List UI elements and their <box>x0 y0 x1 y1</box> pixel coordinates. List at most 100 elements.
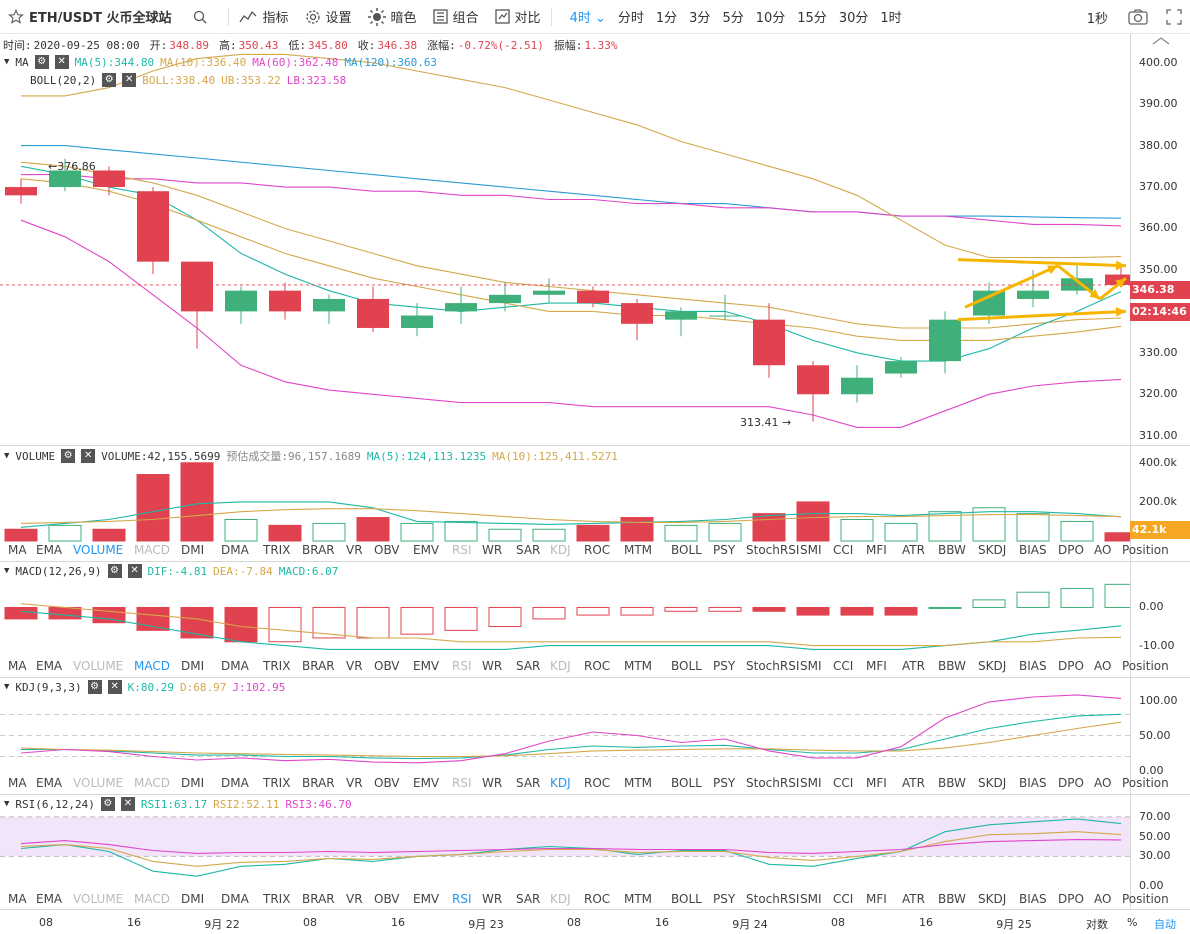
close-icon[interactable]: ✕ <box>127 564 142 578</box>
volume-axis[interactable]: 400.0k 200.0k <box>1130 446 1190 562</box>
tab-psy[interactable]: PSY <box>713 776 736 790</box>
interval-3[interactable]: 3分 <box>689 11 711 26</box>
tab-volume[interactable]: VOLUME <box>73 776 124 790</box>
tab-kdj[interactable]: KDJ <box>550 543 571 557</box>
tab-sar[interactable]: SAR <box>516 892 541 906</box>
tab-dma[interactable]: DMA <box>221 543 249 557</box>
tab-vr[interactable]: VR <box>346 543 363 557</box>
chevron-up-icon[interactable] <box>1151 36 1171 46</box>
tab-rsi[interactable]: RSI <box>452 659 472 673</box>
tab-mfi[interactable]: MFI <box>866 776 887 790</box>
tab-skdj[interactable]: SKDJ <box>978 659 1007 673</box>
tab-trix[interactable]: TRIX <box>263 659 291 673</box>
tab-ao[interactable]: AO <box>1094 776 1112 790</box>
tab-ao[interactable]: AO <box>1094 892 1112 906</box>
tab-dmi[interactable]: DMI <box>181 892 205 906</box>
tab-position[interactable]: Position <box>1122 776 1169 790</box>
price-axis[interactable]: 400.00390.00380.00370.00360.00350.00340.… <box>1130 34 1190 446</box>
compare-button[interactable]: 对比 <box>487 0 549 34</box>
close-icon[interactable]: ✕ <box>122 73 137 87</box>
tab-sar[interactable]: SAR <box>516 543 541 557</box>
tab-macd[interactable]: MACD <box>134 892 170 906</box>
tab-volume[interactable]: VOLUME <box>73 892 124 906</box>
volume-pane[interactable]: ▼ VOLUME ⚙ ✕ VOLUME:42,155.5699 预估成交量:96,… <box>0 446 1169 562</box>
tab-atr[interactable]: ATR <box>902 543 925 557</box>
collapse-icon[interactable]: ▼ <box>4 682 10 692</box>
tab-roc[interactable]: ROC <box>584 776 611 790</box>
tab-ema[interactable]: EMA <box>36 543 63 557</box>
tab-skdj[interactable]: SKDJ <box>978 892 1007 906</box>
refresh-interval[interactable]: 1秒 <box>1086 11 1108 27</box>
tab-smi[interactable]: SMI <box>800 776 822 790</box>
tab-roc[interactable]: ROC <box>584 659 611 673</box>
tab-dma[interactable]: DMA <box>221 659 249 673</box>
collapse-icon[interactable]: ▼ <box>4 57 10 67</box>
tab-ao[interactable]: AO <box>1094 543 1112 557</box>
tab-boll[interactable]: BOLL <box>671 659 702 673</box>
tab-cci[interactable]: CCI <box>833 543 854 557</box>
kdj-axis[interactable]: 100.00 50.00 0.00 <box>1130 678 1190 795</box>
tab-dpo[interactable]: DPO <box>1058 892 1084 906</box>
tab-stochrsi[interactable]: StochRSI <box>746 776 800 790</box>
close-icon[interactable]: ✕ <box>54 55 69 69</box>
star-icon[interactable] <box>8 8 24 25</box>
tab-boll[interactable]: BOLL <box>671 776 702 790</box>
tab-obv[interactable]: OBV <box>374 892 400 906</box>
tab-ema[interactable]: EMA <box>36 892 63 906</box>
gear-icon[interactable]: ⚙ <box>107 564 122 578</box>
interval-1[interactable]: 分时 <box>617 11 644 26</box>
interval-4[interactable]: 5分 <box>722 11 744 26</box>
rsi-pane[interactable]: ▼ RSI(6,12,24) ⚙ ✕ RSI1:63.17 RSI2:52.11 … <box>0 795 1169 910</box>
tab-volume[interactable]: VOLUME <box>73 659 124 673</box>
tab-bias[interactable]: BIAS <box>1019 543 1047 557</box>
tab-vr[interactable]: VR <box>346 776 363 790</box>
tab-smi[interactable]: SMI <box>800 892 822 906</box>
camera-icon[interactable] <box>1128 9 1148 25</box>
close-icon[interactable]: ✕ <box>120 797 135 811</box>
tab-ema[interactable]: EMA <box>36 659 63 673</box>
tab-mtm[interactable]: MTM <box>624 543 653 557</box>
interval-6[interactable]: 15分 <box>797 11 827 26</box>
tab-dma[interactable]: DMA <box>221 776 249 790</box>
gear-icon[interactable]: ⚙ <box>61 449 76 463</box>
tab-brar[interactable]: BRAR <box>302 659 335 673</box>
tab-macd[interactable]: MACD <box>134 659 170 673</box>
tab-rsi[interactable]: RSI <box>452 776 472 790</box>
settings-button[interactable]: 设置 <box>297 0 360 34</box>
symbol-search-button[interactable] <box>179 0 226 34</box>
tab-mfi[interactable]: MFI <box>866 543 887 557</box>
tab-boll[interactable]: BOLL <box>671 543 702 557</box>
log-scale-toggle[interactable]: 对数 <box>1086 918 1108 931</box>
tab-roc[interactable]: ROC <box>584 543 611 557</box>
time-axis[interactable]: 对数 % 自动 08 16 9月 22 08 16 9月 23 08 16 9月 24 08 16 9… <box>0 910 1190 934</box>
theme-button[interactable]: 暗色 <box>360 0 425 34</box>
tab-emv[interactable]: EMV <box>413 776 440 790</box>
tab-volume[interactable]: VOLUME <box>73 543 124 557</box>
tab-macd[interactable]: MACD <box>134 543 170 557</box>
symbol-selector[interactable]: ETH/USDT 火币全球站 <box>0 0 179 34</box>
tab-macd[interactable]: MACD <box>134 776 170 790</box>
tab-skdj[interactable]: SKDJ <box>978 543 1007 557</box>
macd-pane[interactable]: ▼ MACD(12,26,9) ⚙ ✕ DIF:-4.81 DEA:-7.84 M… <box>0 562 1169 678</box>
tab-dma[interactable]: DMA <box>221 892 249 906</box>
tab-psy[interactable]: PSY <box>713 543 736 557</box>
tab-rsi[interactable]: RSI <box>452 543 472 557</box>
auto-scale-toggle[interactable]: 自动 <box>1154 918 1176 931</box>
close-icon[interactable]: ✕ <box>81 449 96 463</box>
tab-bias[interactable]: BIAS <box>1019 892 1047 906</box>
gear-icon[interactable]: ⚙ <box>100 797 115 811</box>
tab-wr[interactable]: WR <box>482 543 503 557</box>
fullscreen-icon[interactable] <box>1166 9 1182 25</box>
tab-psy[interactable]: PSY <box>713 659 736 673</box>
tab-bias[interactable]: BIAS <box>1019 659 1047 673</box>
collapse-icon[interactable]: ▼ <box>4 451 10 461</box>
tab-mfi[interactable]: MFI <box>866 892 887 906</box>
tab-obv[interactable]: OBV <box>374 659 400 673</box>
tab-sar[interactable]: SAR <box>516 776 541 790</box>
tab-mfi[interactable]: MFI <box>866 659 887 673</box>
interval-8[interactable]: 1时 <box>880 11 902 26</box>
percent-scale-toggle[interactable]: % <box>1127 916 1138 929</box>
tab-stochrsi[interactable]: StochRSI <box>746 659 800 673</box>
tab-rsi[interactable]: RSI <box>452 892 472 906</box>
volume-chart[interactable] <box>0 446 1130 562</box>
